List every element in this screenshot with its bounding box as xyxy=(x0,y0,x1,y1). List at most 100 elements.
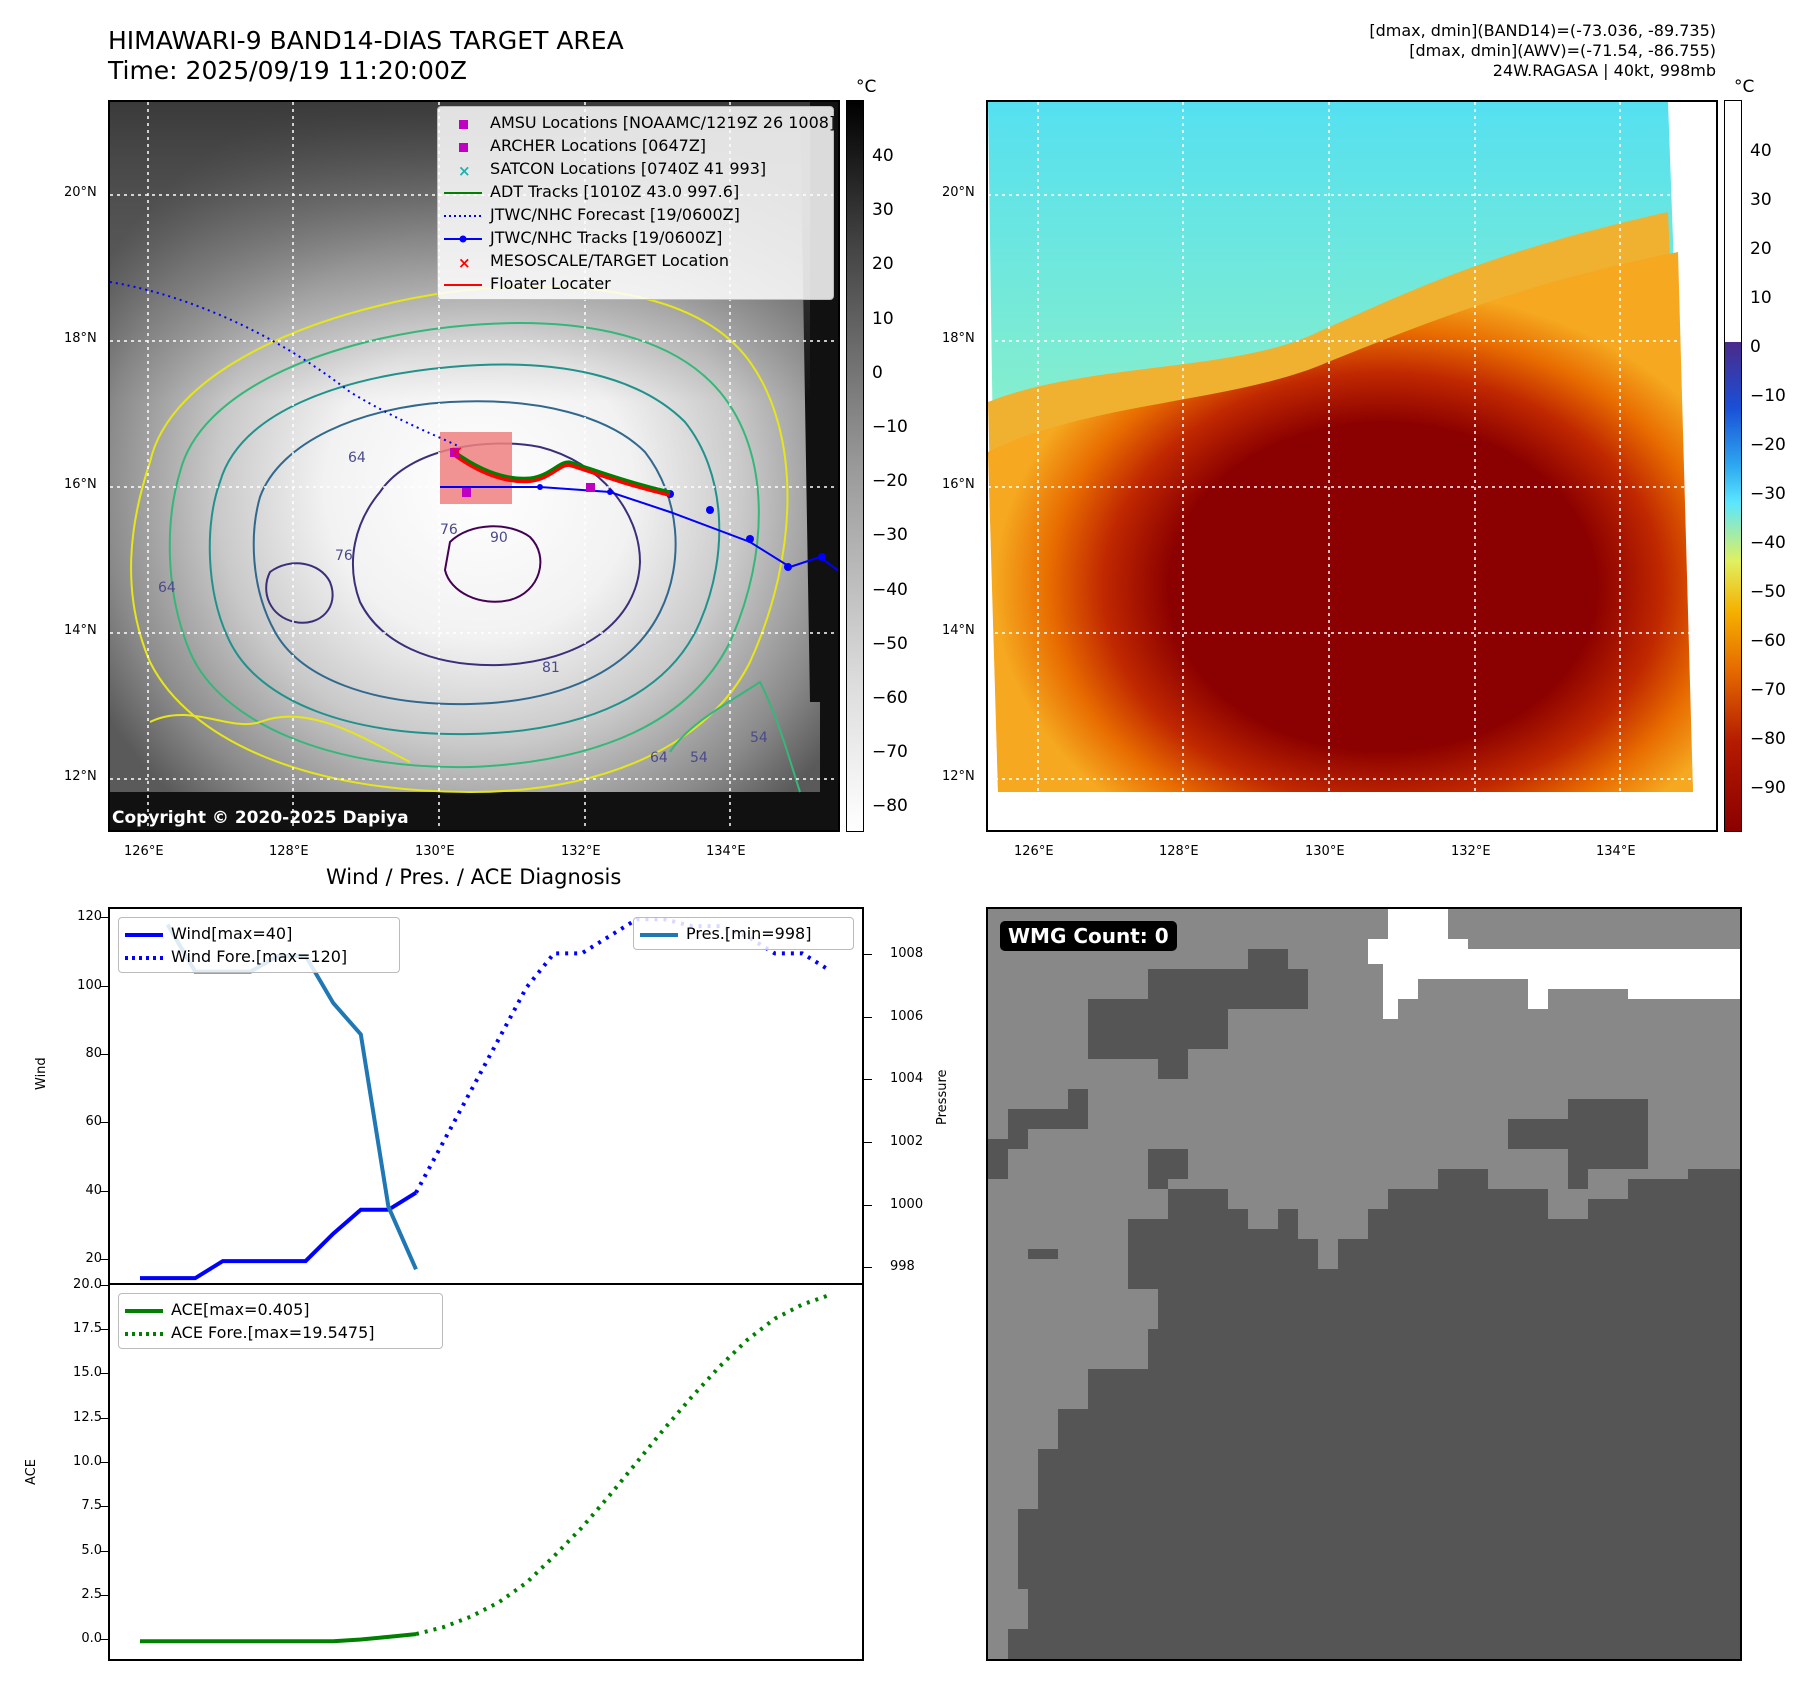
band14-colorbar-label: −40 xyxy=(872,579,908,600)
band14-colorbar-label: −30 xyxy=(872,525,908,546)
band14-colorbar-label: 10 xyxy=(872,308,894,329)
tick-mark xyxy=(864,1079,872,1081)
contour-label: 64 xyxy=(158,580,176,596)
tick-mark xyxy=(100,1329,108,1331)
svg-text:×: × xyxy=(458,255,471,269)
pressure-ylabel: Pressure xyxy=(935,1069,950,1125)
legend-ace: ACE[max=0.405] xyxy=(125,1300,310,1319)
map1-lon-label: 130°E xyxy=(415,844,455,859)
map1-lon-label: 132°E xyxy=(561,844,601,859)
tick-mark xyxy=(100,1053,108,1055)
series-line xyxy=(414,917,832,1194)
awv-colorbar-label: −60 xyxy=(1750,631,1786,651)
ace-legend: ACE[max=0.405] ACE Fore.[max=19.5475] xyxy=(118,1293,443,1349)
map1-lat-label: 20°N xyxy=(64,185,97,200)
tick-mark xyxy=(100,917,108,919)
tick-mark xyxy=(100,1284,108,1286)
awv-colorbar-unit: °C xyxy=(1734,77,1755,97)
map-legend-item: ARCHER Locations [0647Z] xyxy=(444,134,827,157)
tick-mark xyxy=(864,1016,872,1018)
contour-label: 76 xyxy=(335,548,353,564)
map-legend-item: ADT Tracks [1010Z 43.0 997.6] xyxy=(444,180,827,203)
pressure-ytick: 1006 xyxy=(890,1008,924,1024)
wind-ytick: 20 xyxy=(85,1251,102,1267)
pressure-legend: Pres.[min=998] xyxy=(633,917,854,950)
wmg-panel: WMG Count: 0 xyxy=(986,907,1742,1661)
band14-colorbar-label: −80 xyxy=(872,796,908,817)
tick-mark xyxy=(100,1550,108,1552)
band14-colorbar-label: −10 xyxy=(872,417,908,437)
series-line xyxy=(140,1632,417,1644)
info-line3: 24W.RAGASA | 40kt, 998mb xyxy=(1492,61,1716,80)
line-icon xyxy=(444,185,482,199)
info-line1: [dmax, dmin](BAND14)=(-73.036, -89.735) xyxy=(1369,21,1716,40)
dotted-icon xyxy=(444,208,482,222)
pressure-ytick: 1004 xyxy=(890,1071,924,1087)
tick-mark xyxy=(864,954,872,955)
tick-mark xyxy=(864,1267,872,1269)
line-dot-icon xyxy=(444,231,482,245)
awv-colorbar-label: 20 xyxy=(1750,239,1772,259)
legend-ace-forecast: ACE Fore.[max=19.5475] xyxy=(125,1323,375,1342)
map1-lon-label: 126°E xyxy=(124,844,164,859)
awv-colorbar-label: −70 xyxy=(1750,680,1786,700)
legend-wind: Wind[max=40] xyxy=(125,924,293,943)
map-legend-item: AMSU Locations [NOAAMC/1219Z 26 1008] xyxy=(444,111,835,134)
ace-ytick: 5.0 xyxy=(81,1542,102,1558)
band14-colorbar-label: −50 xyxy=(872,633,908,654)
diagnosis-title: Wind / Pres. / ACE Diagnosis xyxy=(326,865,622,889)
wind-ytick: 100 xyxy=(77,977,102,993)
ace-ytick: 0.0 xyxy=(81,1631,102,1647)
ace-panel: ACE[max=0.405] ACE Fore.[max=19.5475] xyxy=(108,1283,864,1661)
square-icon xyxy=(444,116,482,130)
map1-lon-label: 128°E xyxy=(269,844,309,859)
pressure-ytick: 1008 xyxy=(890,946,924,961)
map2-lon-label: 134°E xyxy=(1596,844,1636,859)
map-legend: AMSU Locations [NOAAMC/1219Z 26 1008] ARC… xyxy=(437,106,835,300)
contour-label: 90 xyxy=(490,530,508,546)
awv-colorbar-label: 0 xyxy=(1750,337,1761,357)
map-title-line2: Time: 2025/09/19 11:20:00Z xyxy=(108,56,467,85)
map2-lat-label: 12°N xyxy=(942,769,975,784)
map-legend-item: × SATCON Locations [0740Z 41 993] xyxy=(444,157,827,180)
map2-lat-label: 20°N xyxy=(942,185,975,200)
contour-label: 64 xyxy=(650,750,668,766)
wind-ytick: 80 xyxy=(85,1045,102,1061)
map1-lat-label: 18°N xyxy=(64,331,97,346)
map2-lat-label: 16°N xyxy=(942,477,975,492)
awv-colorbar-label: −50 xyxy=(1750,582,1786,602)
pressure-ytick: 1002 xyxy=(890,1134,924,1149)
awv-colorbar-label: −20 xyxy=(1750,435,1786,455)
legend-wind-forecast: Wind Fore.[max=120] xyxy=(125,947,348,966)
awv-map-svg xyxy=(988,102,1716,830)
ace-ytick: 7.5 xyxy=(81,1498,102,1514)
awv-colorbar-label: −80 xyxy=(1750,729,1786,749)
contour-label: 81 xyxy=(542,660,560,676)
awv-colorbar-label: −30 xyxy=(1750,484,1786,504)
map2-lon-label: 126°E xyxy=(1014,844,1054,859)
contour-label: 64 xyxy=(348,450,366,466)
band14-colorbar-unit: °C xyxy=(856,77,877,97)
ace-chart xyxy=(140,1292,831,1644)
wind-ytick: 120 xyxy=(77,909,102,925)
svg-text:×: × xyxy=(458,163,471,177)
map2-lat-label: 18°N xyxy=(942,331,975,346)
svg-text:×: × xyxy=(450,442,463,461)
wind-panel: Wind[max=40] Wind Fore.[max=120] Pres.[m… xyxy=(108,907,864,1285)
map1-lat-label: 16°N xyxy=(64,477,97,492)
band14-colorbar-label: 40 xyxy=(872,146,894,166)
wmg-count-badge: WMG Count: 0 xyxy=(1000,921,1177,951)
ace-ytick: 20.0 xyxy=(73,1276,102,1292)
series-line xyxy=(140,1191,418,1281)
x-icon: × xyxy=(444,162,482,180)
contour-label: 76 xyxy=(440,522,458,538)
band14-colorbar-label: 30 xyxy=(872,200,894,221)
map1-lat-label: 14°N xyxy=(64,623,97,638)
map1-lon-label: 134°E xyxy=(706,844,746,859)
tick-mark xyxy=(100,1373,108,1375)
wind-legend: Wind[max=40] Wind Fore.[max=120] xyxy=(118,917,400,973)
awv-map xyxy=(986,100,1718,832)
awv-colorbar xyxy=(1724,100,1742,832)
contour-label: 54 xyxy=(690,750,708,766)
awv-colorbar-label: 40 xyxy=(1750,141,1772,161)
